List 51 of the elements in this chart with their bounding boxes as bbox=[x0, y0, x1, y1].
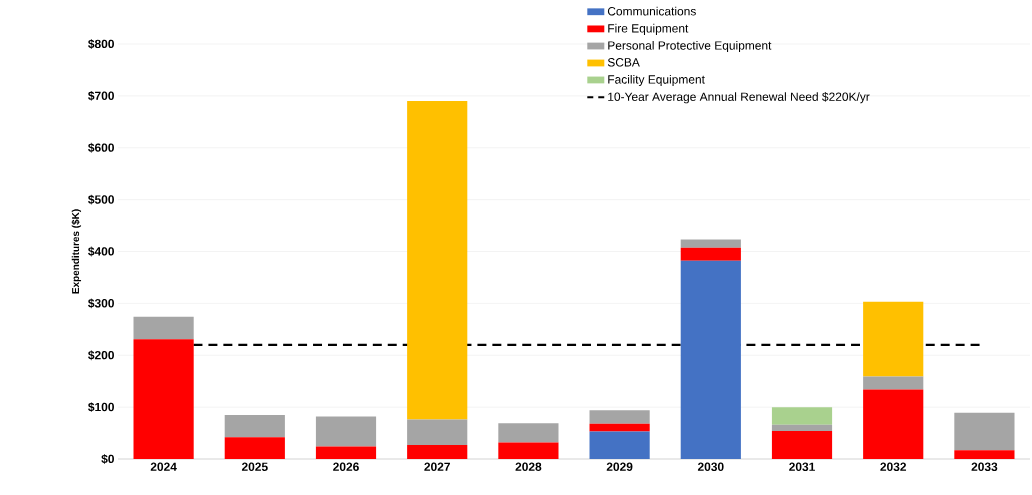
x-tick-label: 2024 bbox=[150, 462, 177, 471]
bar bbox=[315, 416, 377, 447]
legend-label: Fire Equipment bbox=[608, 23, 689, 35]
x-tick-label: 2028 bbox=[515, 462, 542, 471]
legend-label: SCBA bbox=[607, 58, 640, 67]
bar bbox=[863, 301, 924, 377]
y-tick-label: $800 bbox=[88, 39, 114, 49]
y-tick-label: $0 bbox=[101, 454, 114, 464]
bar bbox=[498, 423, 559, 443]
bar bbox=[771, 407, 833, 425]
bar bbox=[498, 442, 559, 459]
x-tick-label: 2031 bbox=[789, 462, 815, 472]
y-tick-label: $200 bbox=[88, 350, 114, 361]
x-tick-label: 2030 bbox=[697, 462, 724, 472]
bar bbox=[771, 430, 833, 459]
x-tick-label: 2025 bbox=[241, 462, 268, 471]
bar bbox=[680, 247, 741, 261]
x-tick-label: 2029 bbox=[606, 462, 633, 471]
y-tick-label: $700 bbox=[88, 90, 114, 101]
x-tick-label: 2026 bbox=[333, 462, 359, 471]
bar bbox=[224, 437, 285, 459]
bar bbox=[589, 423, 650, 432]
bar bbox=[133, 316, 194, 340]
bar bbox=[863, 389, 924, 459]
y-tick-label: $400 bbox=[88, 246, 114, 257]
x-tick-label: 2032 bbox=[880, 462, 907, 472]
bar bbox=[407, 444, 468, 459]
bar bbox=[771, 424, 833, 431]
legend-label: Facility Equipment bbox=[608, 74, 705, 87]
bar bbox=[954, 450, 1015, 459]
bar bbox=[407, 419, 468, 445]
legend-label: 10-Year Average Annual Renewal Need $220K/yr bbox=[608, 92, 870, 104]
bar bbox=[315, 446, 377, 459]
bar bbox=[589, 431, 650, 459]
legend-label: Communications bbox=[607, 6, 696, 16]
y-tick-label: $100 bbox=[88, 402, 114, 413]
bar bbox=[680, 260, 741, 459]
x-tick-label: 2027 bbox=[424, 462, 450, 471]
bar bbox=[680, 239, 741, 248]
bar bbox=[224, 414, 285, 438]
bar bbox=[954, 412, 1015, 451]
x-tick-label: 2033 bbox=[971, 462, 998, 472]
bar bbox=[863, 376, 924, 390]
y-tick-label: $500 bbox=[88, 194, 114, 205]
bar bbox=[589, 410, 650, 424]
y-tick-label: $300 bbox=[88, 298, 114, 309]
bar bbox=[407, 101, 468, 420]
legend-label: Personal Protective Equipment bbox=[608, 40, 772, 53]
y-axis-title: Expenditures ($K) bbox=[71, 209, 82, 294]
y-tick-label: $600 bbox=[88, 142, 114, 153]
bar bbox=[133, 339, 194, 459]
